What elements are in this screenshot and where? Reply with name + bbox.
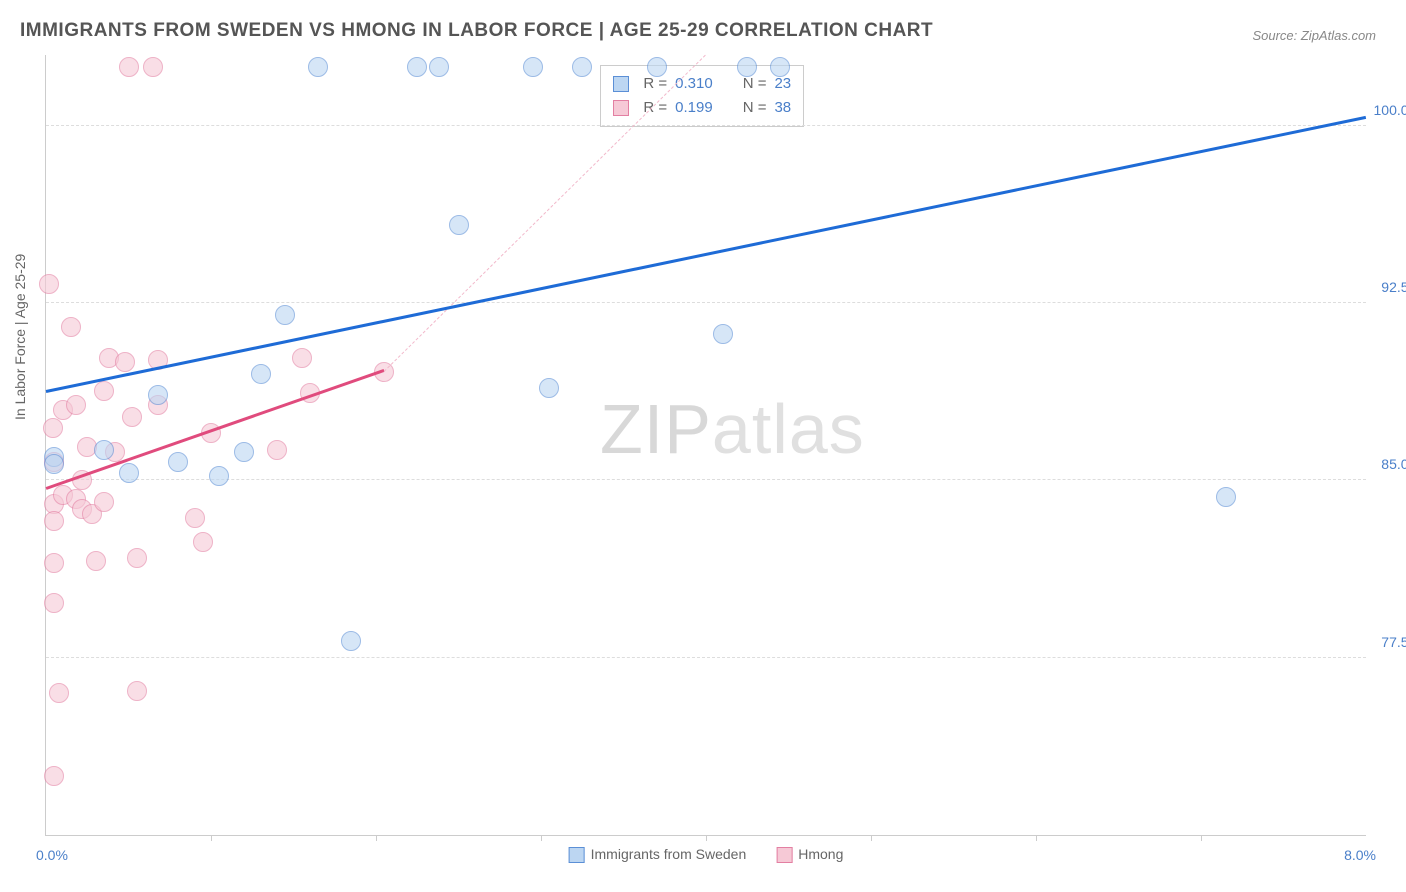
data-point: [407, 57, 427, 77]
data-point: [713, 324, 733, 344]
data-point: [1216, 487, 1236, 507]
stat-n-value: 38: [774, 96, 791, 120]
legend-item: Immigrants from Sweden: [569, 846, 747, 863]
legend-swatch: [613, 76, 629, 92]
data-point: [148, 385, 168, 405]
data-point: [61, 317, 81, 337]
y-axis-label: In Labor Force | Age 25-29: [12, 254, 28, 420]
y-tick-label: 85.0%: [1381, 456, 1406, 472]
stat-n-label: N =: [743, 96, 767, 120]
x-tick: [541, 835, 542, 841]
x-tick: [211, 835, 212, 841]
trend-line: [46, 116, 1367, 393]
stat-r-value: 0.199: [675, 96, 713, 120]
data-point: [292, 348, 312, 368]
data-point: [234, 442, 254, 462]
data-point: [143, 57, 163, 77]
data-point: [449, 215, 469, 235]
x-tick: [1036, 835, 1037, 841]
gridline: [46, 125, 1366, 126]
legend-swatch: [613, 100, 629, 116]
watermark: ZIPatlas: [600, 389, 865, 469]
data-point: [66, 395, 86, 415]
stat-r-label: R =: [643, 96, 667, 120]
legend-item: Hmong: [776, 846, 843, 863]
source-label: Source: ZipAtlas.com: [1252, 28, 1376, 43]
data-point: [119, 57, 139, 77]
x-tick: [706, 835, 707, 841]
legend-swatch: [776, 847, 792, 863]
x-axis-min-label: 0.0%: [36, 847, 68, 863]
data-point: [86, 551, 106, 571]
data-point: [115, 352, 135, 372]
data-point: [94, 381, 114, 401]
data-point: [94, 492, 114, 512]
data-point: [647, 57, 667, 77]
stats-row: R = 0.310N = 23: [613, 72, 791, 96]
data-point: [267, 440, 287, 460]
data-point: [44, 454, 64, 474]
data-point: [185, 508, 205, 528]
data-point: [209, 466, 229, 486]
data-point: [122, 407, 142, 427]
data-point: [94, 440, 114, 460]
data-point: [275, 305, 295, 325]
legend-swatch: [569, 847, 585, 863]
data-point: [49, 683, 69, 703]
data-point: [44, 766, 64, 786]
data-point: [168, 452, 188, 472]
trend-line-extrapolated: [384, 54, 706, 371]
legend-label: Immigrants from Sweden: [591, 846, 747, 862]
chart-title: IMMIGRANTS FROM SWEDEN VS HMONG IN LABOR…: [20, 20, 933, 42]
data-point: [39, 274, 59, 294]
data-point: [341, 631, 361, 651]
data-point: [523, 57, 543, 77]
data-point: [308, 57, 328, 77]
data-point: [737, 57, 757, 77]
data-point: [572, 57, 592, 77]
data-point: [127, 548, 147, 568]
x-tick: [871, 835, 872, 841]
gridline: [46, 302, 1366, 303]
data-point: [44, 553, 64, 573]
gridline: [46, 657, 1366, 658]
stats-row: R = 0.199 N = 38: [613, 96, 791, 120]
data-point: [127, 681, 147, 701]
x-axis-max-label: 8.0%: [1344, 847, 1376, 863]
data-point: [770, 57, 790, 77]
data-point: [539, 378, 559, 398]
data-point: [251, 364, 271, 384]
data-point: [43, 418, 63, 438]
y-tick-label: 92.5%: [1381, 279, 1406, 295]
x-tick: [1201, 835, 1202, 841]
x-tick: [376, 835, 377, 841]
y-tick-label: 100.0%: [1374, 102, 1406, 118]
data-point: [193, 532, 213, 552]
chart-plot-area: ZIPatlas R = 0.310N = 23R = 0.199N = 38 …: [45, 55, 1366, 836]
legend: Immigrants from Sweden Hmong: [569, 846, 844, 863]
data-point: [119, 463, 139, 483]
y-tick-label: 77.5%: [1381, 634, 1406, 650]
data-point: [429, 57, 449, 77]
gridline: [46, 479, 1366, 480]
data-point: [44, 511, 64, 531]
data-point: [44, 593, 64, 613]
stat-r-value: 0.310: [675, 72, 713, 96]
legend-label: Hmong: [798, 846, 843, 862]
